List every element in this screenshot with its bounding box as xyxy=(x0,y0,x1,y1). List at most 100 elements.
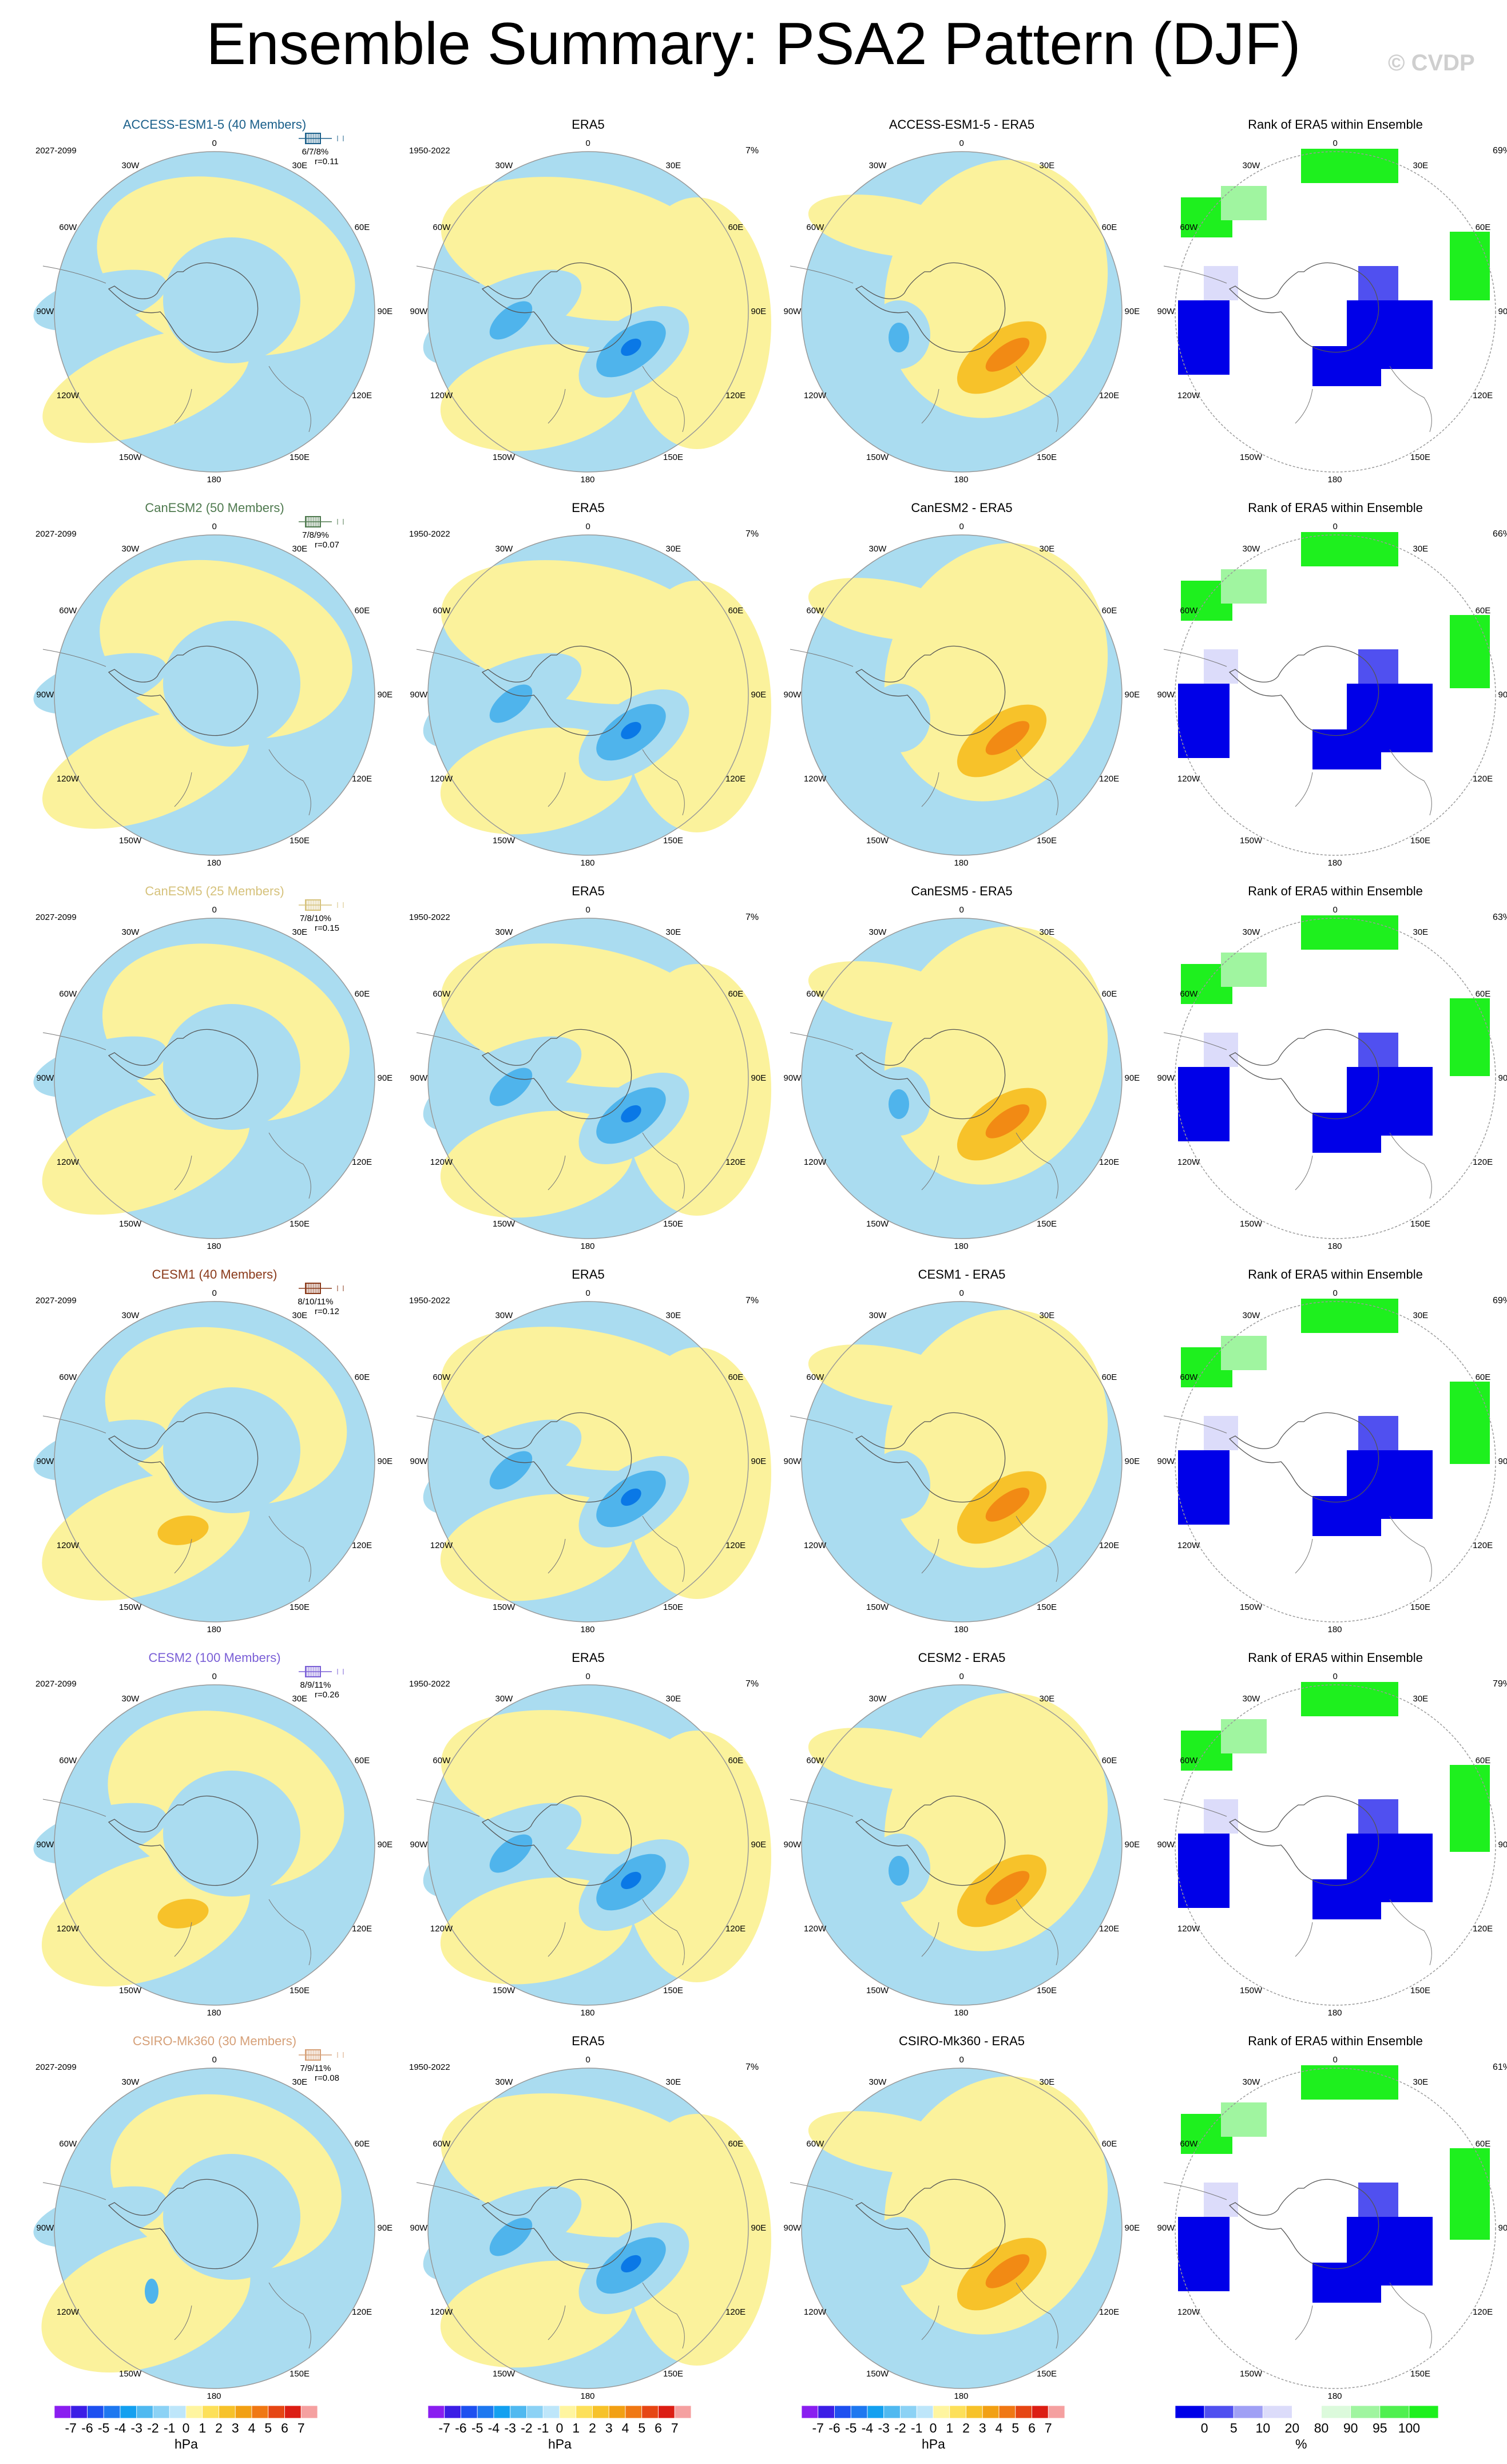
lon-label: 120W xyxy=(803,774,827,784)
lon-label: 30W xyxy=(121,161,140,171)
lon-label: 0 xyxy=(212,2055,217,2065)
lon-label: 90W xyxy=(36,1073,54,1083)
diff-title: CanESM2 - ERA5 xyxy=(911,501,1013,515)
lon-label: 30W xyxy=(121,2077,140,2088)
lon-label: 120E xyxy=(725,1157,746,1167)
colorbar-tick-label: 7 xyxy=(297,2421,305,2435)
polar-map xyxy=(416,534,771,856)
lon-label: 30E xyxy=(1039,927,1055,938)
lon-label: 180 xyxy=(580,1241,595,1251)
colorbar-hpa-3: -7 -6 -5 -4 -3 -2 -1 0 1 2 3 4 5 6 7 hPa xyxy=(801,2405,1065,2451)
lon-label: 60W xyxy=(433,223,451,232)
correlation: r=0.12 xyxy=(315,1307,339,1316)
lon-label: 90E xyxy=(751,1840,767,1850)
lon-label: 30W xyxy=(868,161,887,171)
lon-label: 60W xyxy=(433,1372,451,1382)
lon-label: 30E xyxy=(1413,544,1429,554)
percent-range: 7/8/9% xyxy=(302,530,329,540)
lon-label: 150W xyxy=(493,835,515,846)
lon-label: 90W xyxy=(410,1457,428,1466)
lon-label: 150W xyxy=(119,1219,142,1229)
polar-map xyxy=(33,151,375,473)
period-label: 2027-2099 xyxy=(35,529,77,539)
map-panel-r3-c2: ERA5 0 30E 60E 90E 120E 150E 180 150W 120W 90W 60W 3… xyxy=(402,884,774,1261)
polar-map xyxy=(1163,915,1496,1239)
lon-label: 90E xyxy=(377,690,393,700)
lon-label: 120W xyxy=(803,2307,827,2317)
lon-label: 90W xyxy=(36,2223,54,2233)
colorbar-tick-label: -5 xyxy=(471,2421,483,2435)
spread-boxplot xyxy=(299,1666,344,1677)
lon-label: 120E xyxy=(725,1541,746,1550)
lon-label: 90E xyxy=(1498,1840,1507,1850)
lon-label: 0 xyxy=(1332,138,1338,148)
lon-label: 120W xyxy=(56,1157,80,1167)
lon-label: 120E xyxy=(1099,1157,1120,1167)
rank-title: Rank of ERA5 within Ensemble xyxy=(1248,1267,1423,1281)
colorbar-tick-label: -3 xyxy=(130,2421,142,2435)
lon-label: 180 xyxy=(580,2008,595,2018)
lon-label: 60E xyxy=(354,223,370,232)
lon-label: 90E xyxy=(377,2223,393,2233)
lon-label: 30W xyxy=(868,1311,887,1321)
variance-pct: 79% xyxy=(1493,1679,1507,1689)
lon-label: 30E xyxy=(1413,2077,1429,2088)
lon-label: 30E xyxy=(665,1311,681,1321)
lon-label: 150W xyxy=(866,1602,889,1612)
lon-label: 60W xyxy=(433,1756,451,1765)
lon-label: 120E xyxy=(352,391,372,400)
lon-label: 60E xyxy=(1475,223,1491,232)
polar-map xyxy=(790,918,1123,1239)
lon-label: 60E xyxy=(1101,223,1117,232)
colorbar-tick-label: 20 xyxy=(1284,2421,1300,2435)
lon-label: 90W xyxy=(1157,2223,1175,2233)
stats-label: 6/7/8% r=0.11 xyxy=(292,147,339,166)
lon-label: 180 xyxy=(1327,475,1342,485)
lon-label: 60E xyxy=(1101,1756,1117,1765)
lon-label: 150W xyxy=(1240,835,1263,846)
lon-label: 60E xyxy=(354,606,370,616)
period-label: 2027-2099 xyxy=(35,2062,77,2072)
lon-label: 60E xyxy=(1101,1372,1117,1382)
lon-label: 150W xyxy=(866,1219,889,1229)
lon-label: 30E xyxy=(1413,161,1429,171)
polar-map xyxy=(416,1301,771,1622)
map-panel-r3-c3: CanESM5 - ERA5 0 30E 60E 90E 120E 150E 180 150W 1… xyxy=(776,884,1148,1261)
lon-label: 60W xyxy=(1180,1372,1198,1382)
lon-label: 120E xyxy=(725,1924,746,1934)
rank-title: Rank of ERA5 within Ensemble xyxy=(1248,501,1423,515)
diff-title: CESM2 - ERA5 xyxy=(918,1650,1006,1665)
lon-label: 150W xyxy=(493,1219,515,1229)
colorbar-tick-label: -4 xyxy=(487,2421,500,2435)
lon-label: 0 xyxy=(212,905,217,915)
lon-label: 30W xyxy=(495,927,513,938)
lon-label: 90W xyxy=(783,1457,802,1466)
lon-label: 90E xyxy=(377,1457,393,1466)
lon-label: 60E xyxy=(354,989,370,999)
lon-label: 30E xyxy=(292,544,308,554)
colorbar-tick-label: 2 xyxy=(962,2421,970,2435)
lon-label: 0 xyxy=(959,1672,964,1681)
rank-title: Rank of ERA5 within Ensemble xyxy=(1248,117,1423,132)
lon-label: 150E xyxy=(289,1219,310,1229)
lon-label: 30E xyxy=(292,927,308,938)
colorbar-tick-label: 6 xyxy=(655,2421,662,2435)
polar-map xyxy=(1163,532,1496,856)
polar-map xyxy=(33,1301,375,1622)
lon-label: 90W xyxy=(36,307,54,316)
lon-label: 150E xyxy=(1410,2368,1431,2379)
lon-label: 30W xyxy=(495,1311,513,1321)
lon-label: 60E xyxy=(1475,989,1491,999)
lon-label: 90E xyxy=(377,1073,393,1083)
lon-label: 90W xyxy=(36,1840,54,1850)
lon-label: 150E xyxy=(1037,1602,1057,1612)
colorbar-tick-label: -6 xyxy=(81,2421,93,2435)
lon-label: 150W xyxy=(866,2368,889,2379)
lon-label: 60W xyxy=(1180,1756,1198,1765)
lon-label: 120W xyxy=(56,774,80,784)
lon-label: 60E xyxy=(728,223,744,232)
lon-label: 30E xyxy=(665,544,681,554)
colorbar-tick-label: 0 xyxy=(929,2421,937,2435)
lon-label: 0 xyxy=(212,138,217,148)
lon-label: 120W xyxy=(430,391,453,400)
